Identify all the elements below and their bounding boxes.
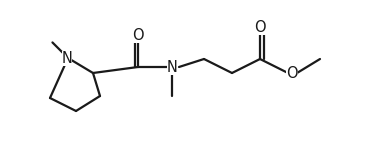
Text: N: N [61, 50, 73, 65]
Text: O: O [254, 19, 266, 34]
Text: O: O [286, 65, 298, 80]
Text: O: O [132, 28, 144, 43]
Text: N: N [167, 60, 178, 75]
